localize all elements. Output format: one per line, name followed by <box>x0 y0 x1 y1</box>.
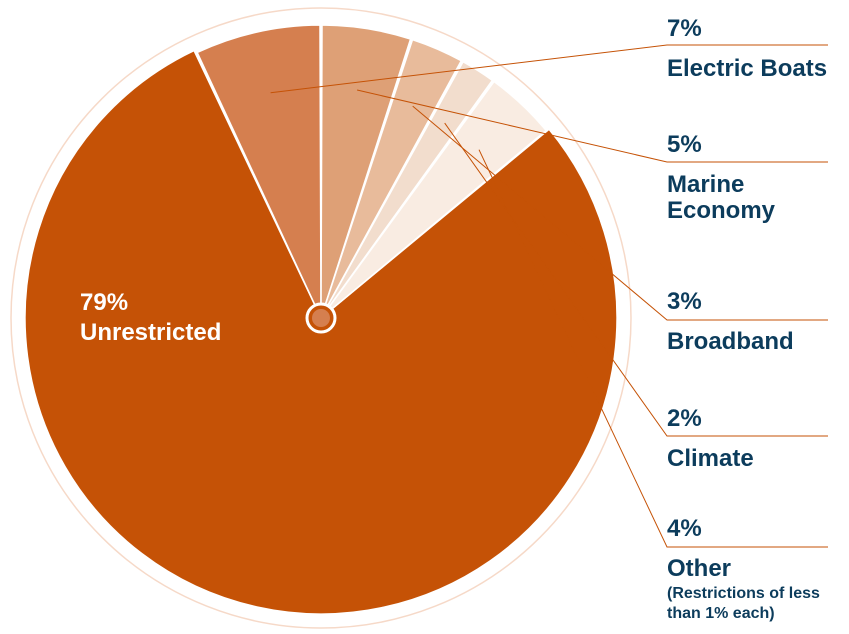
leader-line-climate <box>444 122 828 437</box>
callout-note-other: (Restrictions of less than 1% each) <box>667 585 820 622</box>
callout-climate: 2% Climate <box>667 406 754 472</box>
pie-slice-broadband <box>320 38 463 319</box>
outer-ring <box>10 7 632 629</box>
leader-line-marine-economy <box>356 89 828 163</box>
pie-slice-other <box>320 80 548 319</box>
leader-line-electric-boats <box>270 44 828 94</box>
slice-pct-unrestricted: 79% <box>80 289 129 316</box>
callout-pct-marine-economy: 5% <box>667 131 702 158</box>
callout-other: 4% Other (Restrictions of less than 1% e… <box>667 516 842 624</box>
slice-name-unrestricted: Unrestricted <box>80 319 222 346</box>
callout-pct-climate: 2% <box>667 405 702 432</box>
callout-pct-other: 4% <box>667 515 702 542</box>
callout-pct-broadband: 3% <box>667 288 702 315</box>
callout-broadband: 3% Broadband <box>667 289 794 355</box>
center-dot <box>312 309 330 327</box>
leader-lines <box>270 44 828 548</box>
callout-label-electric-boats: Electric Boats <box>667 55 828 82</box>
leader-line-broadband <box>412 105 828 321</box>
pie-slice-marine-economy <box>320 24 412 319</box>
leader-line-other <box>478 149 828 548</box>
callout-label-broadband: Broadband <box>667 328 794 355</box>
callout-label-other: Other <box>667 555 732 582</box>
callout-label-climate: Climate <box>667 445 754 472</box>
callout-pct-electric-boats: 7% <box>667 15 702 42</box>
pie-slice-climate <box>320 60 494 319</box>
callout-marine-economy: 5% Marine Economy <box>667 132 807 224</box>
callout-label-marine-economy: Marine Economy <box>667 171 776 224</box>
callout-electric-boats: 7% Electric Boats <box>667 16 827 82</box>
pie-slices <box>24 24 618 615</box>
slice-label-unrestricted: 79% Unrestricted <box>80 288 221 348</box>
pie-slice-electric-boats <box>196 24 322 319</box>
